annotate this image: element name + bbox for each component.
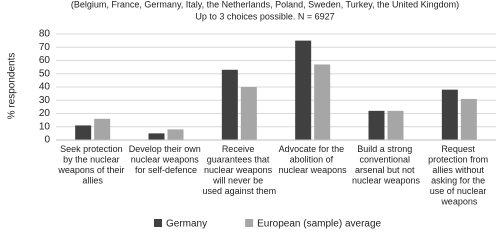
bar (167, 129, 184, 140)
bar (387, 110, 404, 140)
legend-swatch (154, 219, 162, 227)
x-tick-label: Request protection from allies without a… (428, 144, 491, 207)
legend-label: European (sample) average (257, 219, 381, 230)
bar (314, 64, 331, 140)
y-axis-label: % respondents (7, 53, 18, 120)
bar (240, 87, 257, 140)
y-tick-label: 30 (39, 95, 51, 106)
y-tick-label: 0 (44, 135, 50, 146)
bar (460, 98, 477, 140)
y-tick-label: 60 (39, 55, 51, 66)
y-tick-label: 20 (39, 108, 51, 119)
subtitle: Up to 3 choices possible. N = 6927 (195, 11, 334, 21)
bar (295, 40, 312, 140)
x-tick-label: Receive guarantees that nuclear weapons … (203, 144, 277, 196)
bar (148, 133, 165, 140)
bar (221, 69, 238, 140)
legend-label: Germany (166, 219, 207, 230)
x-tick-label: Advocate for the abolition of nuclear we… (279, 144, 348, 175)
subtitle: (Belgium, France, Germany, Italy, the Ne… (71, 0, 459, 9)
y-tick-label: 50 (39, 68, 51, 79)
bar (368, 110, 385, 140)
x-tick-label: Seek protection by the nuclear weapons o… (57, 144, 127, 186)
bar (441, 89, 458, 140)
y-tick-label: 40 (39, 82, 51, 93)
y-tick-label: 70 (39, 42, 51, 53)
y-tick-label: 10 (39, 121, 51, 132)
x-tick-label: Build a strong conventional arsenal but … (352, 144, 421, 186)
bar (94, 118, 111, 140)
legend-swatch (245, 219, 254, 227)
y-tick-label: 80 (39, 29, 51, 40)
x-tick-label: Develop their own nuclear weapons for se… (129, 144, 204, 175)
bar (75, 125, 92, 140)
